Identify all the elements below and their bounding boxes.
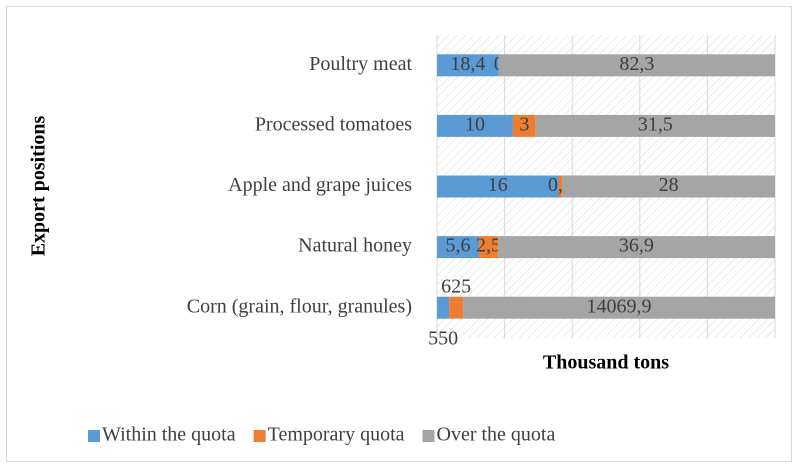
bar-segment [437,54,499,77]
bar-segment [437,296,450,319]
value-label: 2,5 [476,235,501,257]
y-tick-label: Apple and grape juices [228,174,412,196]
legend-label: Temporary quota [268,424,405,446]
value-label: 82,3 [619,53,654,75]
bar-segment [449,296,464,319]
y-tick-label: Poultry meat [309,53,412,75]
bar-segment [437,236,480,259]
bar-segment [562,175,775,198]
value-label: 28 [659,174,679,196]
legend-swatch [422,430,435,442]
bar-segment [535,114,775,137]
bar-segment [479,236,498,259]
value-label: 36,9 [619,235,654,257]
value-label: 18,4 [450,53,485,75]
value-label: 550 [428,327,458,349]
legend-label: Over the quota [437,424,556,446]
value-label: 16 [488,174,508,196]
value-label: 3 [519,113,529,135]
y-tick-label: Corn (grain, flour, granules) [187,295,412,317]
legend-label: Within the quota [102,424,236,446]
y-axis-title: Export positions [28,115,50,256]
bar-segment [437,175,559,198]
y-tick-label: Processed tomatoes [255,113,412,135]
y-tick-label: Natural honey [298,235,412,257]
legend-swatch [253,430,266,442]
bar-segment [437,114,513,137]
value-label: 625 [441,275,471,297]
bar-segment [512,114,536,137]
value-label: 5,6 [446,235,471,257]
value-label: 10 [465,113,485,135]
bar-segment [498,54,775,77]
bar-segment [558,175,563,198]
value-label: 31,5 [638,113,673,135]
bar-segment [463,296,775,319]
bar-segment [497,236,775,259]
x-axis-title: Thousand tons [543,352,669,374]
value-label: 14069,9 [587,295,652,317]
legend-swatch [88,430,100,442]
